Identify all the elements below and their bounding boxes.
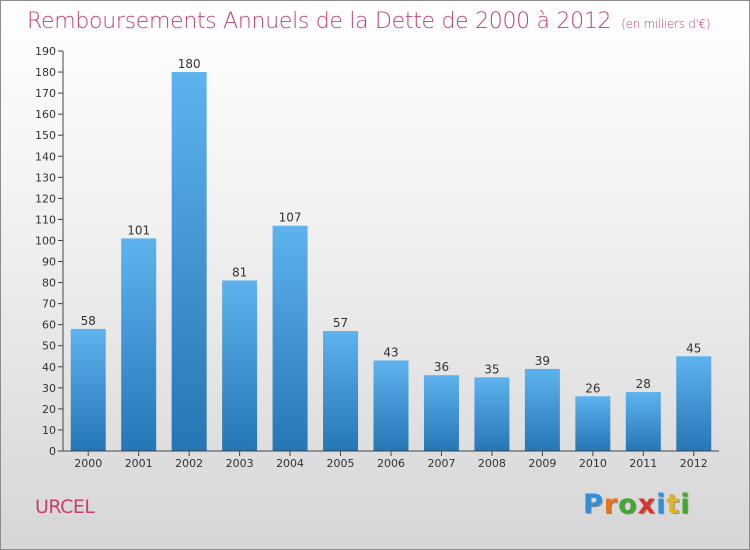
y-tick-label: 10	[42, 424, 56, 437]
y-tick-label: 60	[42, 319, 56, 332]
x-tick-label: 2004	[276, 457, 304, 470]
bar[interactable]	[272, 225, 308, 451]
logo-letter: i	[680, 489, 691, 520]
bar-value-label: 107	[279, 211, 302, 225]
x-tick-label: 2001	[125, 457, 153, 470]
x-tick-label: 2012	[680, 457, 708, 470]
x-tick-label: 2005	[327, 457, 355, 470]
bar[interactable]	[575, 396, 611, 451]
y-tick-label: 110	[35, 213, 56, 226]
bar-value-label: 57	[333, 316, 348, 330]
logo-letter: t	[666, 489, 681, 520]
location-name: URCEL	[35, 496, 95, 518]
bar-value-label: 101	[127, 223, 150, 237]
x-tick-label: 2003	[226, 457, 254, 470]
logo-letter: x	[637, 489, 657, 520]
y-tick-label: 70	[42, 298, 56, 311]
y-tick-label: 50	[42, 340, 56, 353]
x-tick-label: 2006	[377, 457, 405, 470]
bar-value-label: 43	[383, 345, 398, 359]
y-tick-label: 90	[42, 256, 56, 269]
y-axis: 0 10 20 30 40 50 60 70 80 90 100 110 120 130 140 150 160…	[35, 45, 64, 458]
y-tick-label: 150	[35, 129, 56, 142]
bar-value-label: 81	[232, 265, 247, 279]
chart-title: Remboursements Annuels de la Dette de 20…	[27, 9, 612, 34]
bars: 58 101 180 81 107 57 43 36 35 39 26 28 45	[70, 57, 712, 451]
bar[interactable]	[323, 331, 359, 451]
logo-letter: P	[583, 489, 604, 520]
chart-title-block: Remboursements Annuels de la Dette de 20…	[27, 9, 711, 34]
y-tick-label: 170	[35, 87, 56, 100]
bar[interactable]	[70, 328, 106, 451]
bar-value-label: 36	[434, 360, 449, 374]
x-tick-label: 2007	[427, 457, 455, 470]
y-tick-label: 190	[35, 45, 56, 58]
bar[interactable]	[121, 238, 157, 451]
bar[interactable]	[676, 356, 712, 451]
bar[interactable]	[625, 392, 661, 451]
x-tick-label: 2009	[528, 457, 556, 470]
bar[interactable]	[423, 375, 459, 451]
bar-value-label: 39	[535, 354, 550, 368]
y-tick-label: 30	[42, 382, 56, 395]
x-tick-label: 2000	[74, 457, 102, 470]
bar[interactable]	[373, 360, 409, 451]
x-tick-label: 2008	[478, 457, 506, 470]
y-tick-label: 0	[49, 445, 56, 458]
y-tick-label: 160	[35, 108, 56, 121]
x-axis: 2000 2001 2002 2003 2004 2005 2006 2007 2008 2009…	[63, 450, 719, 470]
bar[interactable]	[171, 72, 207, 451]
logo-letter: r	[603, 489, 619, 520]
y-tick-label: 180	[35, 66, 56, 79]
bar-value-label: 35	[484, 362, 499, 376]
bar-value-label: 28	[636, 377, 651, 391]
x-tick-label: 2011	[629, 457, 657, 470]
bar[interactable]	[222, 280, 258, 451]
y-tick-label: 20	[42, 403, 56, 416]
bar-value-label: 58	[81, 314, 96, 328]
proxiti-logo[interactable]: Proxiti	[583, 489, 691, 520]
bar[interactable]	[474, 377, 510, 451]
chart-unit: (en milliers d'€)	[621, 17, 711, 31]
y-tick-label: 80	[42, 277, 56, 290]
y-tick-label: 140	[35, 150, 56, 163]
bar[interactable]	[524, 368, 560, 451]
bar-value-label: 26	[585, 381, 600, 395]
bar-value-label: 45	[686, 341, 701, 355]
bar-value-label: 180	[178, 57, 201, 71]
logo-letter: i	[656, 489, 667, 520]
y-tick-label: 100	[35, 234, 56, 247]
x-tick-label: 2010	[579, 457, 607, 470]
x-tick-label: 2002	[175, 457, 203, 470]
y-tick-label: 120	[35, 192, 56, 205]
logo-letter: o	[618, 489, 638, 520]
y-tick-label: 130	[35, 171, 56, 184]
y-tick-label: 40	[42, 361, 56, 374]
